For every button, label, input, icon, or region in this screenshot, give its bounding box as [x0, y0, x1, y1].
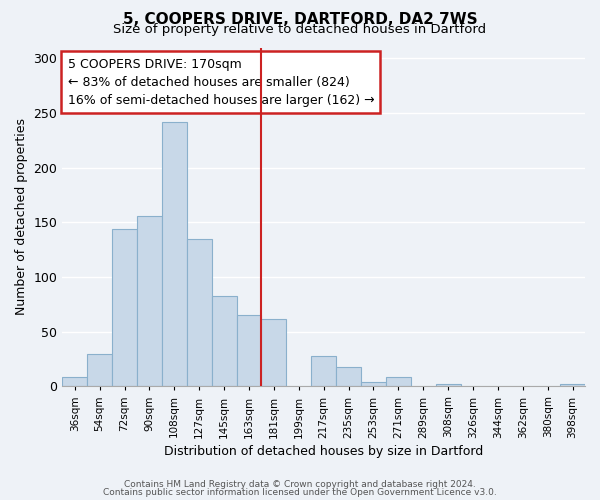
Bar [336, 366, 361, 386]
Y-axis label: Number of detached properties: Number of detached properties [15, 118, 28, 316]
Bar [386, 376, 411, 386]
Text: Contains HM Land Registry data © Crown copyright and database right 2024.: Contains HM Land Registry data © Crown c… [124, 480, 476, 489]
Text: 5, COOPERS DRIVE, DARTFORD, DA2 7WS: 5, COOPERS DRIVE, DARTFORD, DA2 7WS [122, 12, 478, 28]
Bar [137, 216, 162, 386]
X-axis label: Distribution of detached houses by size in Dartford: Distribution of detached houses by size … [164, 444, 483, 458]
Bar [311, 356, 336, 386]
Bar [560, 384, 585, 386]
Bar [236, 316, 262, 386]
Bar [62, 376, 87, 386]
Text: Size of property relative to detached houses in Dartford: Size of property relative to detached ho… [113, 22, 487, 36]
Bar [187, 239, 212, 386]
Text: 5 COOPERS DRIVE: 170sqm
← 83% of detached houses are smaller (824)
16% of semi-d: 5 COOPERS DRIVE: 170sqm ← 83% of detache… [68, 58, 374, 106]
Bar [162, 122, 187, 386]
Bar [436, 384, 461, 386]
Bar [361, 382, 386, 386]
Text: Contains public sector information licensed under the Open Government Licence v3: Contains public sector information licen… [103, 488, 497, 497]
Bar [212, 296, 236, 386]
Bar [87, 354, 112, 386]
Bar [262, 318, 286, 386]
Bar [112, 229, 137, 386]
